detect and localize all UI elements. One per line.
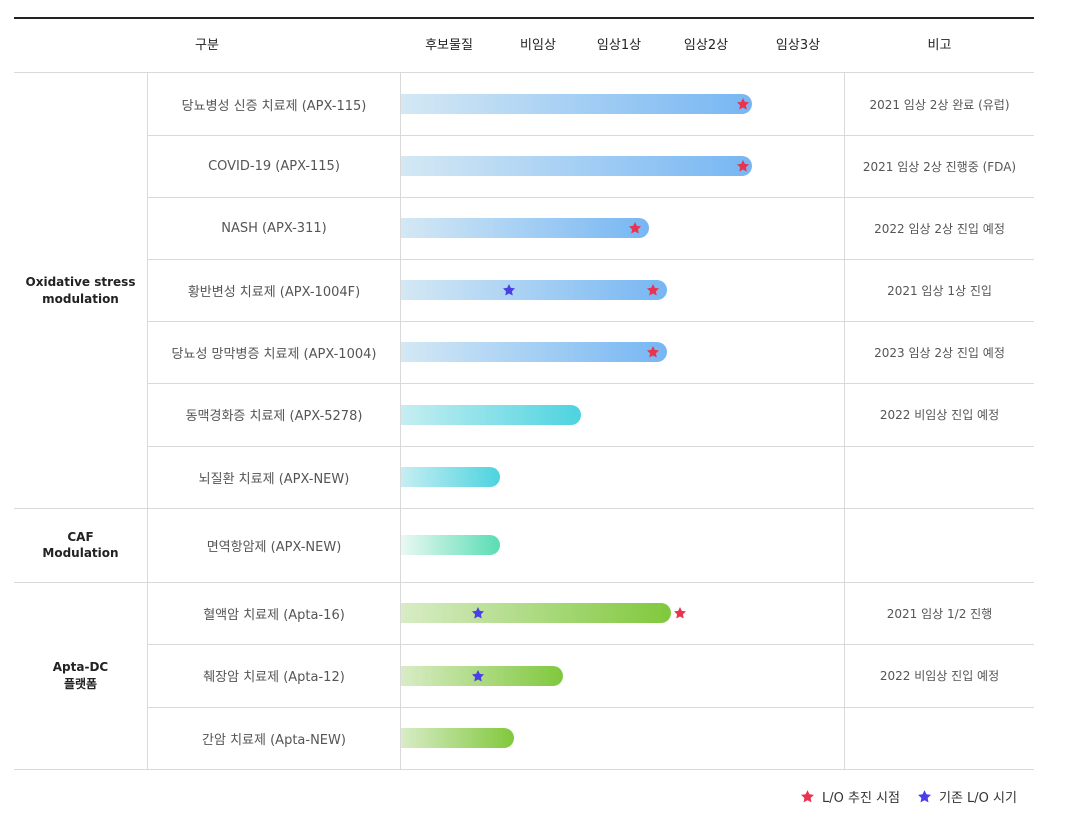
header-stage-phase2: 임상2상	[683, 38, 729, 53]
status-note: 2021 임상 1/2 진행	[886, 606, 993, 621]
red-star-icon	[801, 789, 814, 802]
drug-name: 황반변성 치료제 (APX-1004F)	[187, 284, 361, 300]
lo-star-icon	[628, 222, 642, 234]
drug-name: NASH (APX-311)	[221, 220, 327, 236]
status-note: 2022 비임상 진입 예정	[879, 669, 1000, 683]
group-label: Apta-DC 플랫폼	[14, 582, 147, 769]
header-stage-preclinical: 비임상	[520, 38, 556, 53]
row-divider	[148, 383, 1034, 384]
column-divider	[844, 73, 845, 769]
group-label: CAF Modulation	[14, 508, 147, 582]
drug-name: 동맥경화증 치료제 (APX-5278)	[185, 409, 363, 424]
header-stage-candidate: 후보물질	[425, 38, 473, 53]
pipeline-bar	[401, 467, 500, 487]
drug-name: COVID-19 (APX-115)	[208, 158, 340, 174]
status-note	[845, 707, 1034, 769]
column-divider	[147, 73, 148, 769]
header-stage-phase1: 임상1상	[596, 38, 642, 53]
row-divider	[148, 707, 1034, 708]
pipeline-bar	[401, 218, 649, 238]
row-divider	[148, 446, 1034, 447]
group-divider	[14, 508, 1034, 509]
drug-name: 혈액암 치료제 (Apta-16)	[203, 607, 345, 623]
pipeline-bar	[401, 94, 752, 114]
status-note: 2021 임상 1상 진입	[887, 283, 992, 298]
drug-name: 면역항암제 (APX-NEW)	[206, 539, 342, 555]
group-label: Oxidative stress modulation	[14, 73, 147, 508]
row-divider	[148, 197, 1034, 198]
header-category: 구분	[195, 38, 219, 53]
existing-lo-star-icon	[502, 284, 516, 296]
legend-existing-label: 기존 L/O 시기	[939, 790, 1017, 806]
existing-lo-star-icon	[471, 607, 484, 619]
group-label-text: Apta-DC 플랫폼	[52, 660, 109, 691]
group-label-text: Oxidative stress modulation	[25, 275, 136, 306]
pipeline-bar	[401, 728, 514, 748]
lo-star-icon	[673, 607, 687, 619]
row-divider	[148, 259, 1034, 260]
drug-name: 췌장암 치료제 (Apta-12)	[203, 670, 345, 685]
pipeline-bar	[401, 535, 500, 555]
header-note: 비고	[927, 38, 952, 53]
group-divider	[14, 582, 1034, 583]
status-note: 2022 비임상 진입 예정	[879, 408, 1000, 422]
status-note: 2023 임상 2상 진입 예정	[874, 345, 1005, 360]
status-note: 2021 임상 2상 완료 (유럽)	[869, 97, 1010, 112]
pipeline-bar	[401, 156, 752, 176]
drug-name: 간암 치료제 (Apta-NEW)	[202, 732, 346, 748]
group-divider	[14, 769, 1034, 770]
lo-star-icon	[736, 98, 750, 110]
pipeline-bar	[401, 404, 581, 425]
pipeline-bar	[401, 603, 671, 623]
table-top-border	[14, 17, 1034, 19]
blue-star-icon	[918, 789, 931, 802]
pipeline-bar	[401, 280, 667, 300]
legend-existing: 기존 L/O 시기	[917, 786, 1017, 806]
group-label-text: CAF Modulation	[42, 529, 119, 560]
lo-star-icon	[736, 160, 750, 172]
column-divider	[400, 73, 401, 769]
pipeline-bar	[401, 665, 563, 686]
lo-star-icon	[646, 284, 660, 296]
legend-lo: L/O 추진 시점	[800, 786, 900, 806]
row-divider	[148, 321, 1034, 322]
status-note: 2022 임상 2상 진입 예정	[874, 221, 1005, 236]
header-stage-phase3: 임상3상	[775, 38, 821, 53]
pipeline-bar	[401, 342, 667, 362]
status-note	[845, 446, 1034, 508]
legend-lo-label: L/O 추진 시점	[822, 790, 900, 806]
row-divider	[148, 135, 1034, 136]
status-note: 2021 임상 2상 진행중 (FDA)	[862, 159, 1017, 174]
drug-name: 당뇨성 망막병증 치료제 (APX-1004)	[171, 346, 377, 362]
row-divider	[148, 644, 1034, 645]
existing-lo-star-icon	[471, 669, 484, 681]
status-note	[845, 508, 1034, 582]
header-divider	[14, 72, 1034, 73]
drug-name: 뇌질환 치료제 (APX-NEW)	[198, 471, 350, 487]
lo-star-icon	[646, 346, 660, 358]
drug-name: 당뇨병성 신증 치료제 (APX-115)	[181, 98, 367, 114]
